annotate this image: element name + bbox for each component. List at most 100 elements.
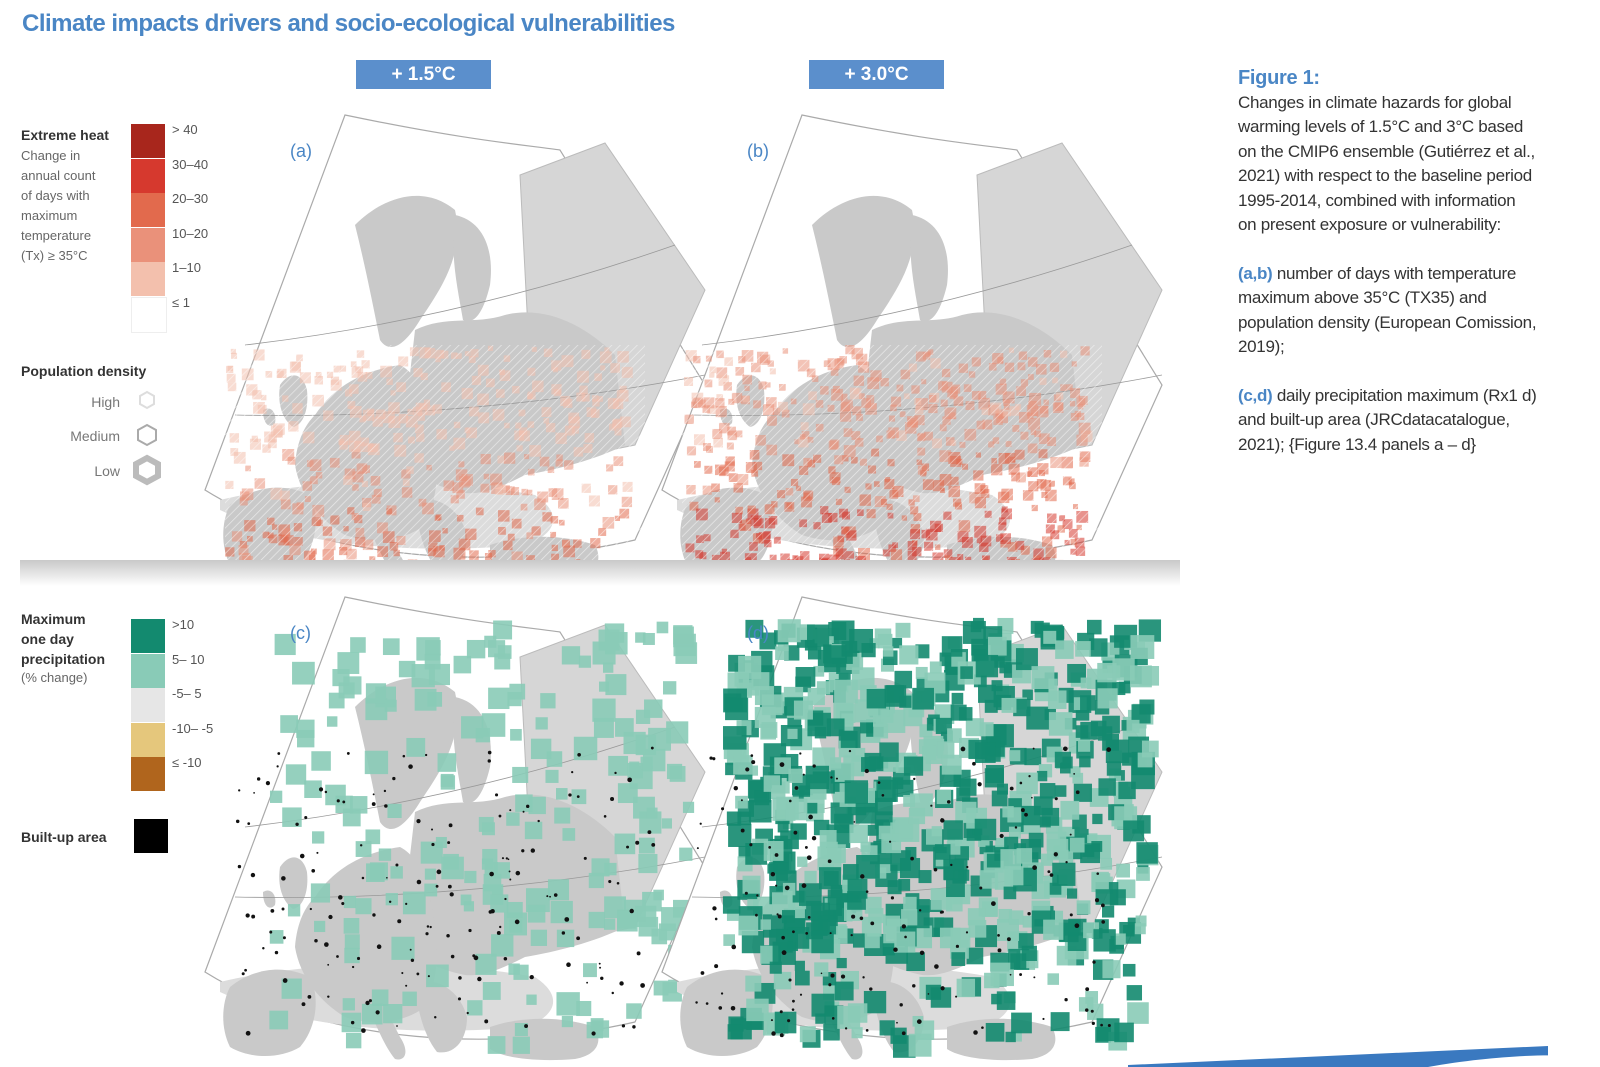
- builtup-dot: [946, 800, 951, 804]
- precip-cell: [406, 737, 426, 757]
- builtup-dot: [806, 855, 812, 861]
- precip-cell: [1136, 867, 1150, 881]
- builtup-dot: [487, 750, 492, 755]
- builtup-dot: [1100, 1023, 1103, 1027]
- precip-cell: [727, 1024, 743, 1040]
- precip-cell: [936, 789, 952, 805]
- builtup-dot: [327, 995, 330, 998]
- precip-cell: [991, 790, 1008, 807]
- precip-cell: [343, 895, 357, 909]
- builtup-dot: [910, 856, 914, 861]
- precip-cell: [1129, 665, 1152, 688]
- precip-cell: [535, 717, 548, 730]
- builtup-dot: [730, 1005, 736, 1011]
- builtup-dot: [991, 901, 996, 906]
- precip-cell: [940, 730, 953, 743]
- precip-cell: [745, 975, 762, 992]
- precip-cell: [975, 742, 996, 763]
- precip-cell: [1080, 677, 1092, 689]
- builtup-dot: [640, 983, 645, 988]
- precip-cell: [723, 934, 735, 946]
- precip-cell: [898, 878, 911, 891]
- precip-cell: [834, 679, 858, 704]
- precip-cell: [1105, 739, 1130, 763]
- builtup-dot: [392, 776, 396, 781]
- precip-swatch-label: ≤ -10: [172, 755, 202, 770]
- precip-cell: [916, 899, 930, 913]
- builtup-dot: [277, 752, 281, 755]
- builtup-dot: [712, 906, 717, 911]
- heat-swatch: [131, 296, 167, 333]
- builtup-dot: [238, 789, 241, 792]
- builtup-dot: [927, 993, 930, 995]
- builtup-dot: [477, 976, 482, 982]
- precip-cell: [863, 990, 887, 1014]
- builtup-dot: [1020, 808, 1025, 813]
- precip-cell: [312, 831, 325, 844]
- precip-cell: [1008, 910, 1024, 925]
- precip-cell: [526, 994, 537, 1005]
- precip-cell: [876, 780, 898, 802]
- precip-cell: [378, 848, 392, 861]
- builtup-dot: [405, 984, 408, 987]
- builtup-dot: [830, 776, 833, 779]
- builtup-dot: [718, 1006, 723, 1010]
- precip-cell: [830, 802, 852, 824]
- builtup-dot: [447, 841, 451, 845]
- builtup-dot: [950, 863, 953, 867]
- precip-cell: [1085, 991, 1099, 1004]
- precip-cell: [269, 930, 284, 944]
- precip-cell: [1131, 704, 1151, 724]
- builtup-dot: [561, 931, 566, 935]
- precip-cell: [1100, 857, 1113, 870]
- precip-cell: [1050, 1012, 1070, 1032]
- precip-cell: [951, 692, 964, 705]
- builtup-dot: [1019, 973, 1023, 976]
- precip-cell: [966, 947, 984, 965]
- precip-cell: [941, 636, 963, 657]
- builtup-dot: [431, 828, 434, 831]
- precip-cell: [777, 640, 789, 652]
- builtup-dot: [276, 765, 279, 768]
- precip-cell: [1098, 778, 1116, 796]
- precip-cell: [629, 761, 640, 772]
- precip-cell: [1024, 748, 1042, 766]
- builtup-dot: [709, 756, 713, 760]
- precip-cell: [824, 645, 847, 668]
- precip-cell: [635, 632, 646, 643]
- precip-cell: [1028, 832, 1044, 848]
- map-panels: (a) (b) (c) (d): [204, 114, 1163, 1061]
- builtup-dot: [368, 999, 372, 1003]
- builtup-dot: [1054, 797, 1058, 801]
- precip-cell: [1054, 751, 1071, 768]
- precip-cell: [788, 768, 803, 783]
- precip-cell: [626, 1003, 642, 1019]
- precip-cell: [815, 1013, 826, 1024]
- precip-cell: [1134, 923, 1146, 935]
- precip-cell: [722, 726, 747, 750]
- precip-cell: [723, 688, 747, 713]
- builtup-dot: [791, 1008, 795, 1011]
- builtup-dot: [245, 1030, 251, 1036]
- precip-cell: [527, 904, 546, 923]
- precip-cell: [991, 993, 1002, 1005]
- precip-cell: [843, 720, 854, 731]
- builtup-dot: [865, 1029, 869, 1032]
- builtup-dot: [514, 919, 520, 925]
- precip-cell: [833, 702, 854, 723]
- scenario-label-3-0: + 3.0°C: [809, 60, 944, 89]
- builtup-dot: [503, 956, 508, 961]
- builtup-dot: [794, 786, 799, 790]
- precip-cell: [555, 788, 568, 800]
- builtup-dot: [336, 799, 340, 803]
- builtup-dot: [318, 787, 324, 792]
- precip-cell: [573, 736, 598, 761]
- precip-cell: [369, 862, 388, 881]
- builtup-dot: [431, 842, 435, 847]
- precip-cell: [777, 619, 801, 643]
- builtup-dot: [408, 764, 413, 769]
- precip-cell: [1075, 641, 1091, 657]
- builtup-dot: [781, 950, 787, 956]
- builtup-dot: [999, 833, 1004, 838]
- builtup-dot: [448, 823, 453, 828]
